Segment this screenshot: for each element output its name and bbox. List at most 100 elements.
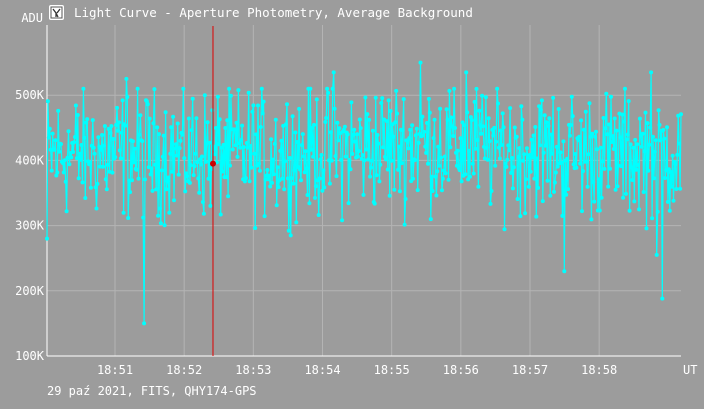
data-point: [329, 158, 334, 163]
data-point: [164, 187, 169, 192]
data-point: [102, 143, 106, 148]
data-point: [412, 158, 417, 162]
data-point: [287, 156, 292, 160]
data-point: [128, 190, 133, 195]
data-point: [500, 111, 505, 116]
data-point: [625, 132, 630, 137]
data-point: [195, 160, 200, 165]
x-tick-label: 18:58: [581, 363, 617, 377]
chart-title: Light Curve - Aperture Photometry, Avera…: [74, 4, 473, 20]
data-point: [566, 187, 570, 192]
y-tick-label: 300K: [15, 219, 45, 233]
data-point: [218, 212, 223, 217]
data-point: [322, 185, 327, 190]
data-point: [535, 156, 540, 161]
data-point: [93, 185, 98, 190]
data-point: [328, 130, 333, 135]
data-point: [389, 158, 394, 163]
data-point: [257, 168, 262, 173]
data-point: [213, 152, 218, 157]
data-point: [650, 216, 655, 221]
data-point: [88, 160, 92, 165]
data-point: [654, 252, 659, 257]
data-point: [636, 163, 640, 167]
data-point: [69, 155, 74, 160]
data-point: [440, 176, 445, 181]
data-point: [656, 108, 661, 113]
data-point: [539, 98, 544, 103]
data-point: [109, 124, 114, 129]
data-point: [147, 116, 152, 121]
data-point: [159, 168, 164, 173]
data-point: [172, 198, 176, 203]
data-point: [418, 60, 423, 65]
data-point: [423, 144, 428, 149]
data-point: [385, 167, 390, 172]
data-point: [644, 226, 649, 231]
data-point: [607, 122, 612, 127]
data-point: [304, 166, 309, 171]
data-point: [529, 137, 534, 142]
data-point: [660, 296, 665, 301]
data-point: [125, 95, 130, 99]
data-point: [121, 210, 126, 215]
data-point: [637, 116, 642, 121]
light-curve-series-line: [46, 62, 682, 324]
data-point: [584, 159, 589, 164]
data-point: [78, 157, 83, 162]
data-point: [408, 127, 413, 132]
data-point: [550, 151, 555, 156]
data-point: [236, 88, 241, 93]
data-point: [552, 180, 557, 185]
data-point: [295, 140, 300, 144]
data-point: [580, 209, 584, 214]
data-point: [303, 149, 308, 154]
data-point: [498, 128, 503, 133]
data-point: [540, 199, 545, 204]
data-point: [280, 176, 285, 181]
data-point: [585, 184, 590, 189]
data-point: [508, 106, 513, 111]
data-point: [422, 129, 427, 134]
data-point: [388, 109, 393, 113]
data-point: [171, 114, 176, 119]
data-point: [469, 118, 474, 123]
data-point: [391, 134, 396, 139]
data-point: [232, 127, 237, 132]
data-point: [458, 136, 463, 141]
data-point: [101, 164, 105, 169]
data-point: [92, 151, 97, 156]
data-point: [272, 141, 277, 146]
data-point: [609, 94, 613, 99]
data-point: [387, 193, 392, 198]
data-point: [193, 151, 198, 156]
data-point: [167, 210, 172, 215]
data-point: [596, 177, 601, 182]
data-point: [265, 168, 270, 172]
data-point: [473, 146, 478, 151]
data-point: [268, 184, 273, 189]
data-point: [205, 120, 210, 125]
data-point: [194, 116, 199, 121]
data-point: [132, 146, 137, 151]
data-point: [317, 176, 322, 181]
data-point: [138, 113, 143, 118]
data-point: [48, 147, 53, 152]
data-point: [75, 113, 80, 117]
data-point: [177, 146, 182, 151]
data-point: [365, 112, 370, 117]
data-point: [80, 180, 85, 185]
light-curve-app-icon[interactable]: [49, 4, 64, 20]
data-point: [46, 135, 51, 140]
data-point: [191, 173, 196, 178]
data-point: [104, 187, 109, 192]
data-point: [333, 154, 338, 159]
data-point: [426, 161, 430, 166]
data-point: [675, 152, 680, 157]
data-point: [72, 140, 77, 145]
data-point: [425, 121, 429, 125]
y-tick-label: 400K: [15, 153, 45, 167]
data-point: [234, 120, 239, 125]
data-point: [189, 128, 194, 133]
